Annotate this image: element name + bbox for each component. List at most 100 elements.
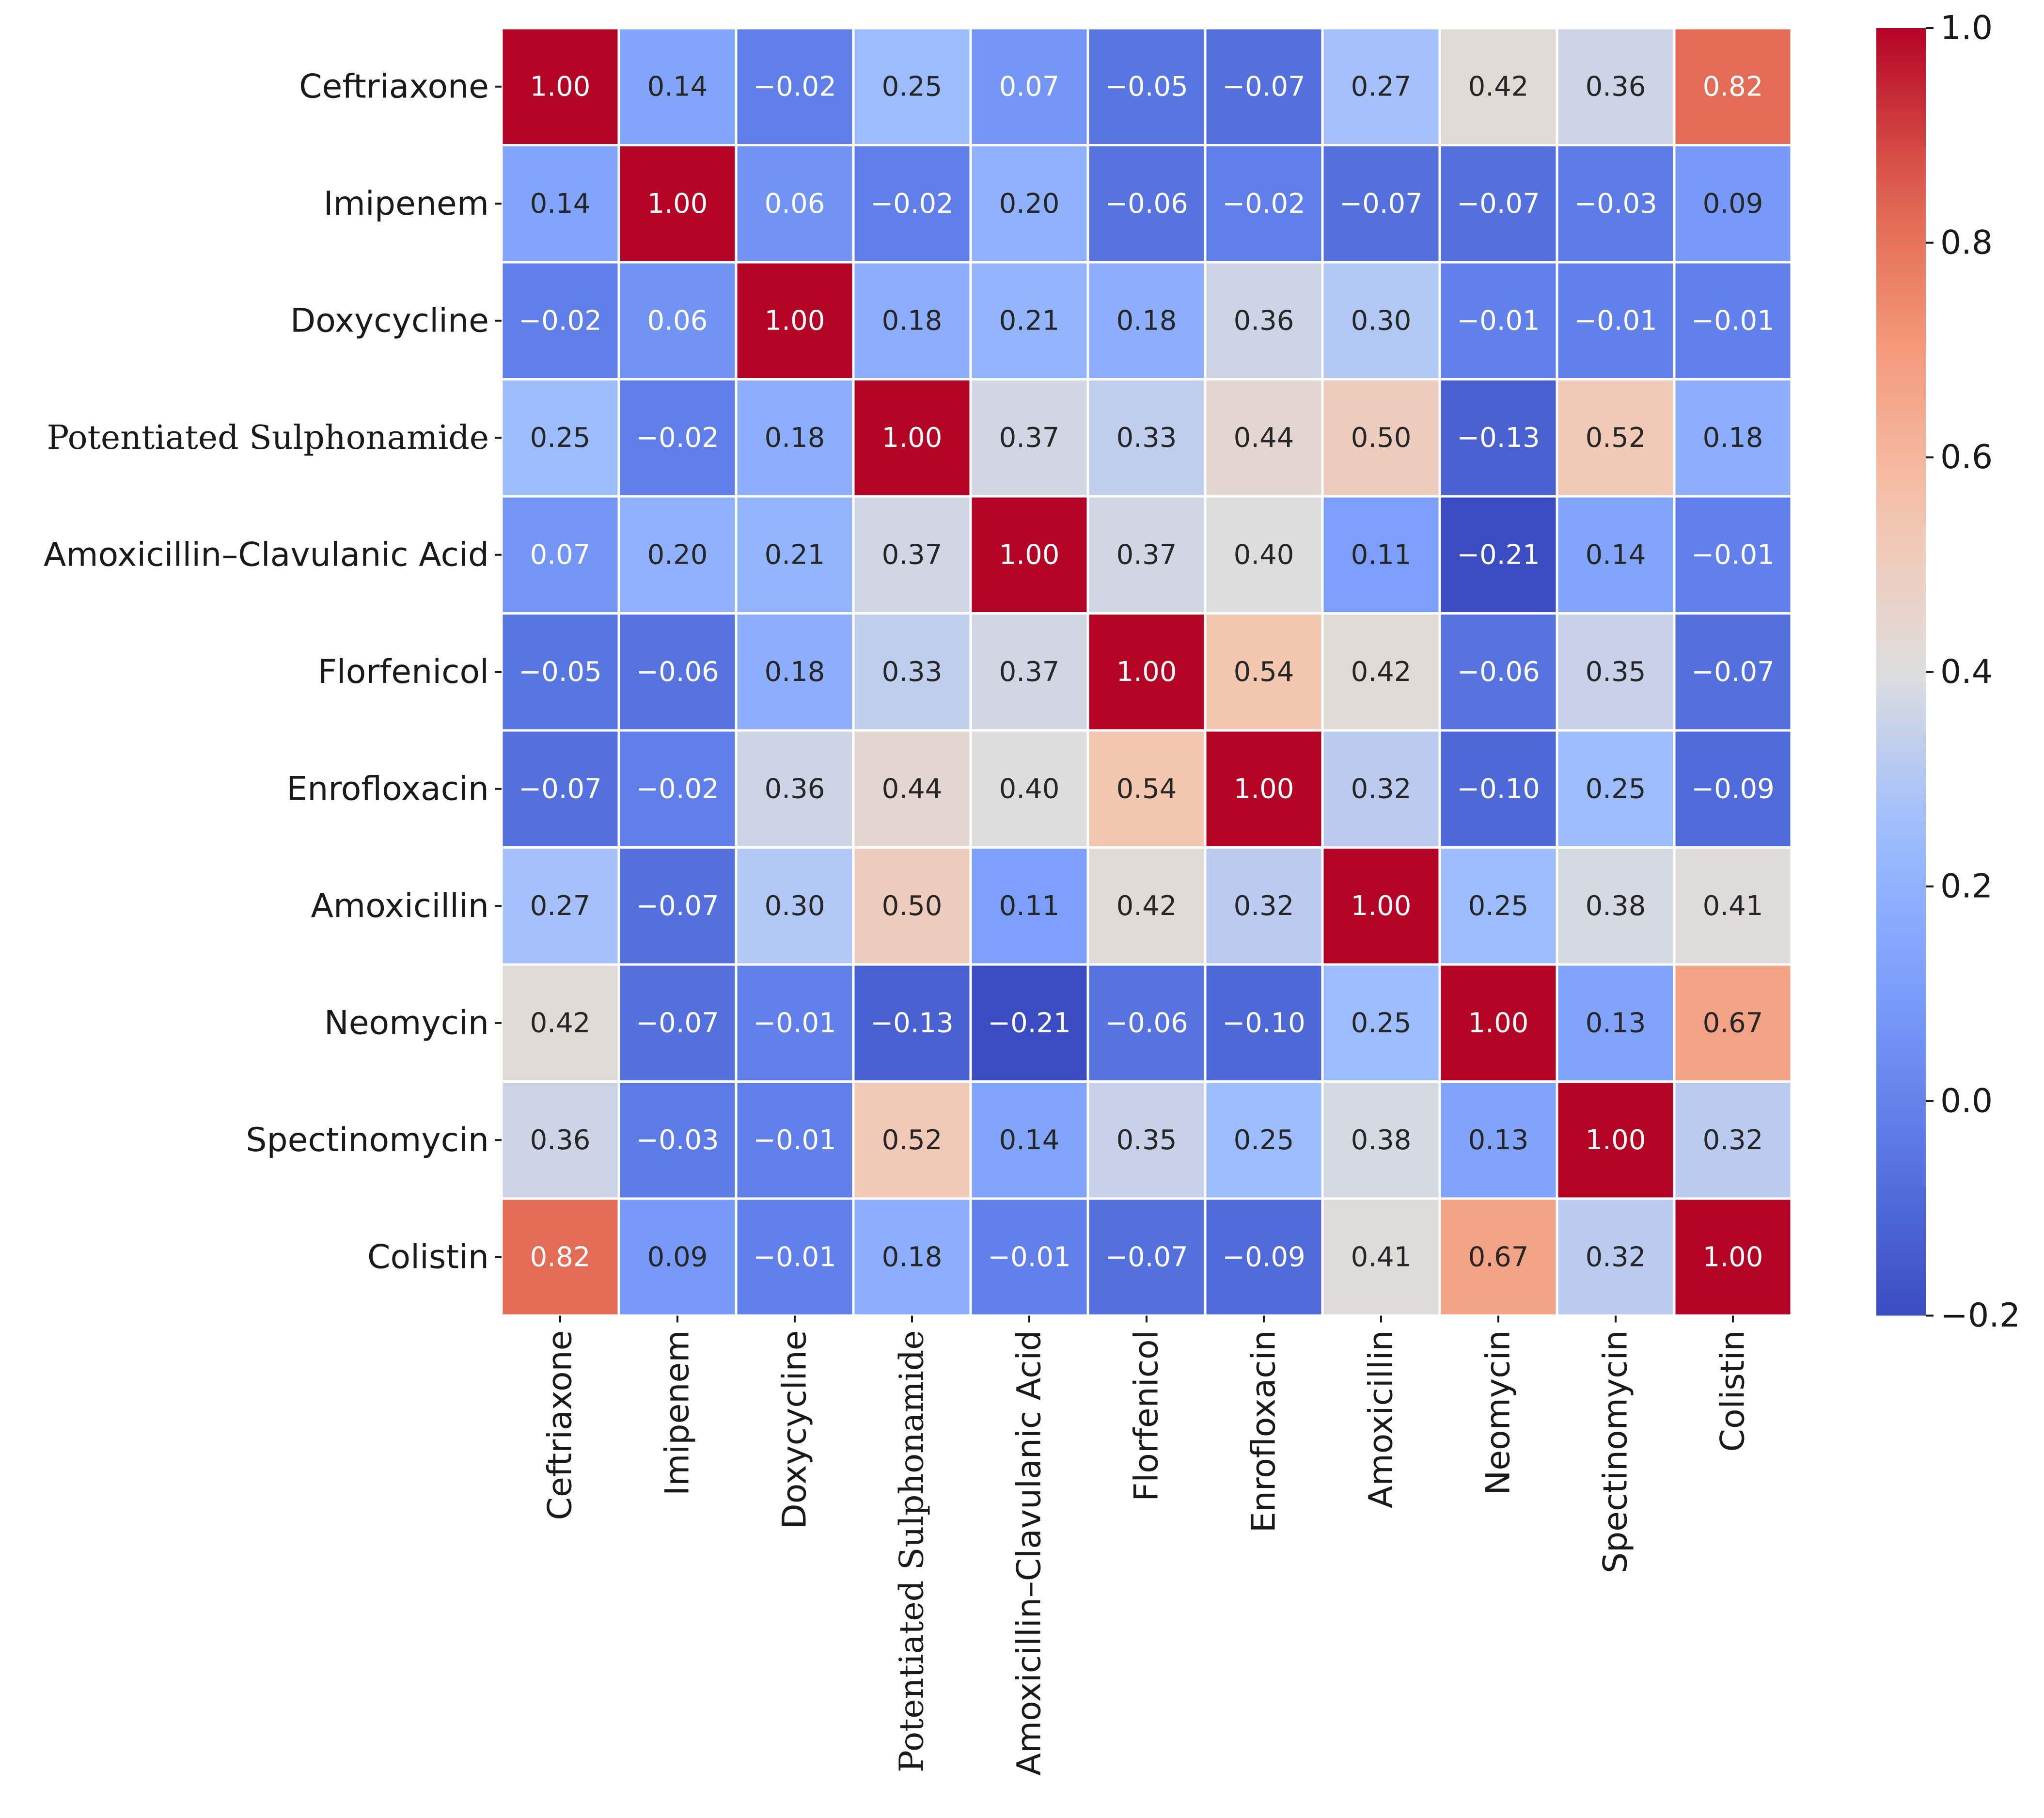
heatmap-cell-r10-c8	[1438, 1197, 1558, 1317]
heatmap-cell-r9-c2	[735, 1080, 855, 1200]
colorbar-tick-label-2: 0.6	[1940, 438, 1993, 476]
cell-value-r1-c0: 0.14	[530, 188, 591, 220]
heatmap-cell-r6-c10	[1673, 729, 1793, 849]
heatmap-cell-r4-c10	[1673, 495, 1793, 615]
cell-value-r6-c4: 0.40	[999, 773, 1060, 805]
cell-value-r7-c0: 0.27	[530, 890, 591, 922]
row-label-colistin: Colistin	[367, 1238, 489, 1276]
colorbar-gradient	[1876, 28, 1926, 1316]
heatmap-cell-r3-c6	[1204, 378, 1324, 498]
heatmap-cell-r2-c4	[969, 261, 1089, 380]
cell-value-r3-c9: 0.52	[1586, 422, 1646, 454]
cell-value-r4-c5: 0.37	[1116, 539, 1177, 570]
heatmap-cell-labels: 1.00 0.14 −0.02 0.25 0.07 −0.05 −0.07 0.27 0.42 0…	[519, 71, 1775, 1273]
cell-value-r10-c5: −0.07	[1105, 1241, 1188, 1273]
cell-value-r7-c1: −0.07	[636, 890, 719, 922]
heatmap-cell-r0-c2	[735, 27, 855, 146]
heatmap-cell-r4-c5	[1086, 495, 1207, 615]
heatmap-cell-r6-c8	[1438, 729, 1558, 849]
colorbar-tick-label-0: 1.0	[1940, 9, 1993, 47]
heatmap-cell-r0-c1	[617, 27, 738, 146]
colorbar-tick-label-5: 0.0	[1940, 1082, 1993, 1120]
cell-value-r2-c9: −0.01	[1574, 305, 1657, 336]
heatmap-cell-r4-c6	[1204, 495, 1324, 615]
cell-value-r5-c9: 0.35	[1586, 656, 1646, 688]
col-label-colistin: Colistin	[1714, 1330, 1752, 1452]
heatmap-cell-r7-c7	[1321, 846, 1441, 966]
heatmap-cell-r7-c9	[1556, 846, 1676, 966]
cell-value-r7-c4: 0.11	[999, 890, 1060, 922]
cell-value-r0-c2: −0.02	[753, 71, 836, 102]
cell-value-r10-c7: 0.41	[1351, 1241, 1412, 1273]
row-label-amoxicillin: Amoxicillin	[311, 887, 489, 925]
cell-value-r5-c0: −0.05	[519, 656, 602, 688]
cell-value-r1-c6: −0.02	[1222, 188, 1305, 220]
cell-value-r7-c10: 0.41	[1703, 890, 1763, 922]
cell-value-r5-c5: 1.00	[1116, 656, 1177, 688]
cell-value-r8-c7: 0.25	[1351, 1007, 1412, 1039]
cell-value-r1-c9: −0.03	[1574, 188, 1657, 220]
cell-value-r10-c3: 0.18	[882, 1241, 943, 1273]
cell-value-r3-c10: 0.18	[1703, 422, 1763, 454]
heatmap-cell-r2-c5	[1086, 261, 1207, 380]
heatmap-cell-r1-c4	[969, 144, 1089, 264]
heatmap-cell-r9-c4	[969, 1080, 1089, 1200]
heatmap-cell-r5-c10	[1673, 612, 1793, 732]
heatmap-cell-r2-c10	[1673, 261, 1793, 380]
cell-value-r3-c4: 0.37	[999, 422, 1060, 454]
row-label-imipenem: Imipenem	[324, 185, 489, 223]
heatmap-cell-r1-c5	[1086, 144, 1207, 264]
cell-value-r0-c6: −0.07	[1222, 71, 1305, 102]
heatmap-cell-r4-c3	[852, 495, 972, 615]
cell-value-r3-c2: 0.18	[765, 422, 825, 454]
cell-value-r9-c6: 0.25	[1234, 1124, 1294, 1156]
row-label-amoxicillin-clavulanic-acid: Amoxicillin–Clavulanic Acid	[44, 536, 489, 574]
cell-value-r10-c1: 0.09	[647, 1241, 708, 1273]
cell-value-r5-c8: −0.06	[1457, 656, 1540, 688]
heatmap-cell-r5-c5	[1086, 612, 1207, 732]
cell-value-r6-c0: −0.07	[519, 773, 602, 805]
col-label-imipenem: Imipenem	[659, 1330, 697, 1496]
heatmap-cell-r7-c6	[1204, 846, 1324, 966]
cell-value-r4-c7: 0.11	[1351, 539, 1412, 570]
heatmap-cell-r6-c5	[1086, 729, 1207, 849]
row-axis: Ceftriaxone Imipenem Doxycycline Potentiate…	[44, 67, 502, 1276]
heatmap-cell-r9-c8	[1438, 1080, 1558, 1200]
heatmap-cell-r0-c10	[1673, 27, 1793, 146]
cell-value-r5-c2: 0.18	[765, 656, 825, 688]
heatmap-cell-r2-c0	[500, 261, 620, 380]
heatmap-cell-r0-c0	[500, 27, 620, 146]
heatmap-cell-r3-c9	[1556, 378, 1676, 498]
cell-value-r9-c10: 0.32	[1703, 1124, 1763, 1156]
cell-value-r6-c8: −0.10	[1457, 773, 1540, 805]
row-label-doxycycline: Doxycycline	[290, 301, 489, 340]
heatmap-cell-r9-c5	[1086, 1080, 1207, 1200]
heatmap-cell-r10-c10	[1673, 1197, 1793, 1317]
cell-value-r1-c8: −0.07	[1457, 188, 1540, 220]
cell-value-r3-c0: 0.25	[530, 422, 591, 454]
cell-value-r8-c1: −0.07	[636, 1007, 719, 1039]
cell-value-r4-c10: −0.01	[1691, 539, 1775, 570]
heatmap-cell-r6-c9	[1556, 729, 1676, 849]
heatmap-cell-r8-c9	[1556, 963, 1676, 1083]
cell-value-r8-c9: 0.13	[1586, 1007, 1646, 1039]
heatmap-cell-r1-c7	[1321, 144, 1441, 264]
cell-value-r4-c1: 0.20	[647, 539, 708, 570]
heatmap-cell-r6-c7	[1321, 729, 1441, 849]
heatmap-cell-r1-c6	[1204, 144, 1324, 264]
row-label-potentiated-sulphonamide: Potentiated Sulphonamide	[47, 419, 489, 457]
heatmap-cell-r5-c8	[1438, 612, 1558, 732]
cell-value-r7-c5: 0.42	[1116, 890, 1177, 922]
cell-value-r6-c9: 0.25	[1586, 773, 1646, 805]
cell-value-r10-c8: 0.67	[1468, 1241, 1529, 1273]
cell-value-r4-c4: 1.00	[999, 539, 1060, 570]
cell-value-r0-c8: 0.42	[1468, 71, 1529, 102]
heatmap-cell-r9-c10	[1673, 1080, 1793, 1200]
colorbar-tick-label-4: 0.2	[1940, 868, 1993, 906]
cell-value-r7-c2: 0.30	[765, 890, 825, 922]
cell-value-r5-c4: 0.37	[999, 656, 1060, 688]
cell-value-r3-c5: 0.33	[1116, 422, 1177, 454]
heatmap-cell-r3-c10	[1673, 378, 1793, 498]
heatmap-cell-r6-c1	[617, 729, 738, 849]
cell-value-r10-c9: 0.32	[1586, 1241, 1646, 1273]
